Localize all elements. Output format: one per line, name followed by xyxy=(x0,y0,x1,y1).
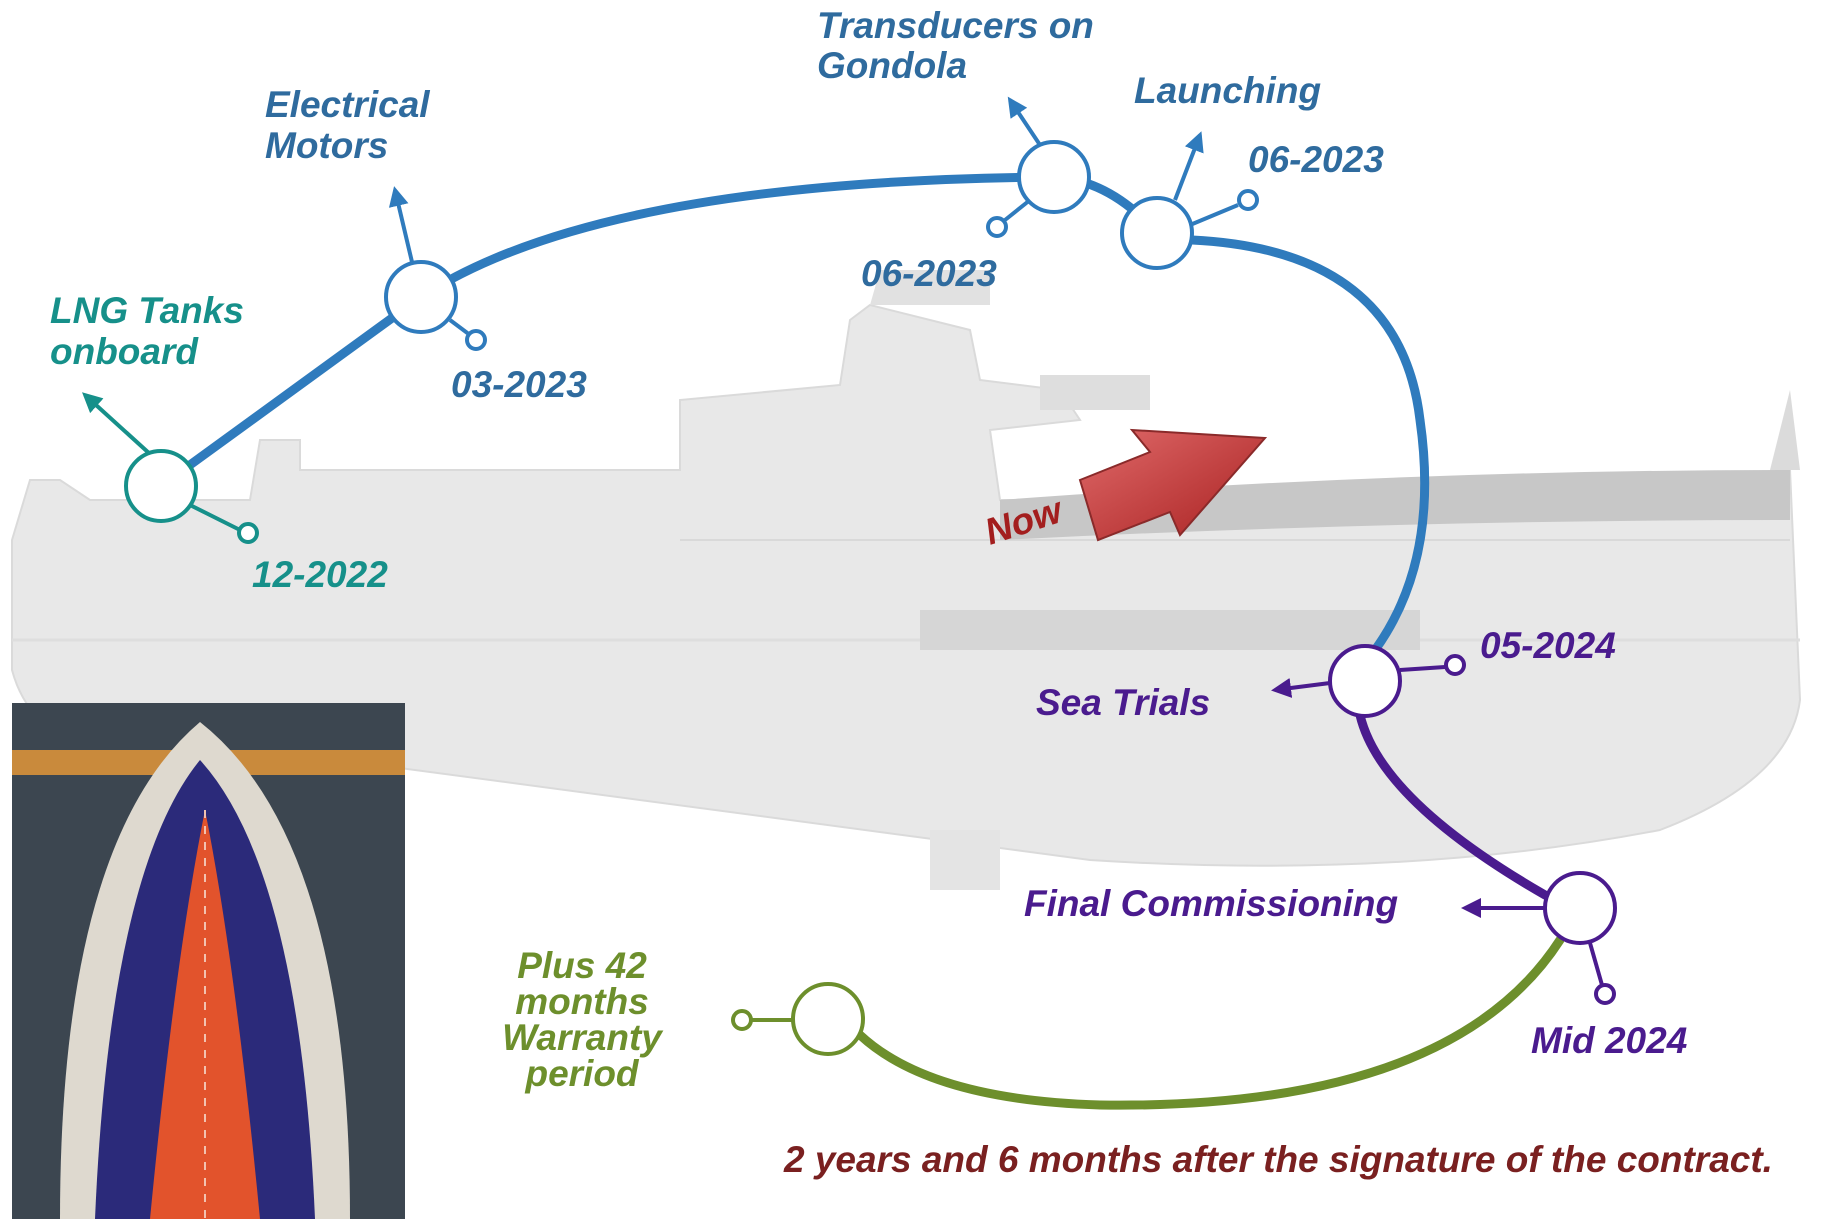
milestone-date: Mid 2024 xyxy=(1531,1020,1687,1061)
milestone-label: Final Commissioning xyxy=(1024,883,1398,924)
milestone-label: onboard xyxy=(50,331,199,372)
milestone-label: months xyxy=(515,981,649,1022)
milestone-date: 05-2024 xyxy=(1480,625,1616,666)
milestone-label: LNG Tanks xyxy=(50,290,244,331)
milestone-label: Gondola xyxy=(817,45,967,86)
milestone-label: Motors xyxy=(265,125,388,166)
milestone-label: Sea Trials xyxy=(1036,682,1210,723)
milestone-label: Plus 42 xyxy=(517,945,647,986)
milestone-label: Transducers on xyxy=(817,5,1094,46)
milestone-label: Warranty xyxy=(502,1017,664,1058)
milestone-label: Electrical xyxy=(265,84,430,125)
milestone-date: 06-2023 xyxy=(861,253,997,294)
footer-note: 2 years and 6 months after the signature… xyxy=(783,1139,1773,1180)
bow-photo xyxy=(12,703,405,1219)
milestone-label: period xyxy=(524,1053,639,1094)
milestone-date: 06-2023 xyxy=(1248,139,1384,180)
milestone-date: 03-2023 xyxy=(451,364,587,405)
timeline-diagram: Now LNG Tanks onboard 12-2022 Electrical… xyxy=(0,0,1821,1219)
milestone-label: Launching xyxy=(1134,70,1321,111)
milestone-date: 12-2022 xyxy=(252,554,388,595)
